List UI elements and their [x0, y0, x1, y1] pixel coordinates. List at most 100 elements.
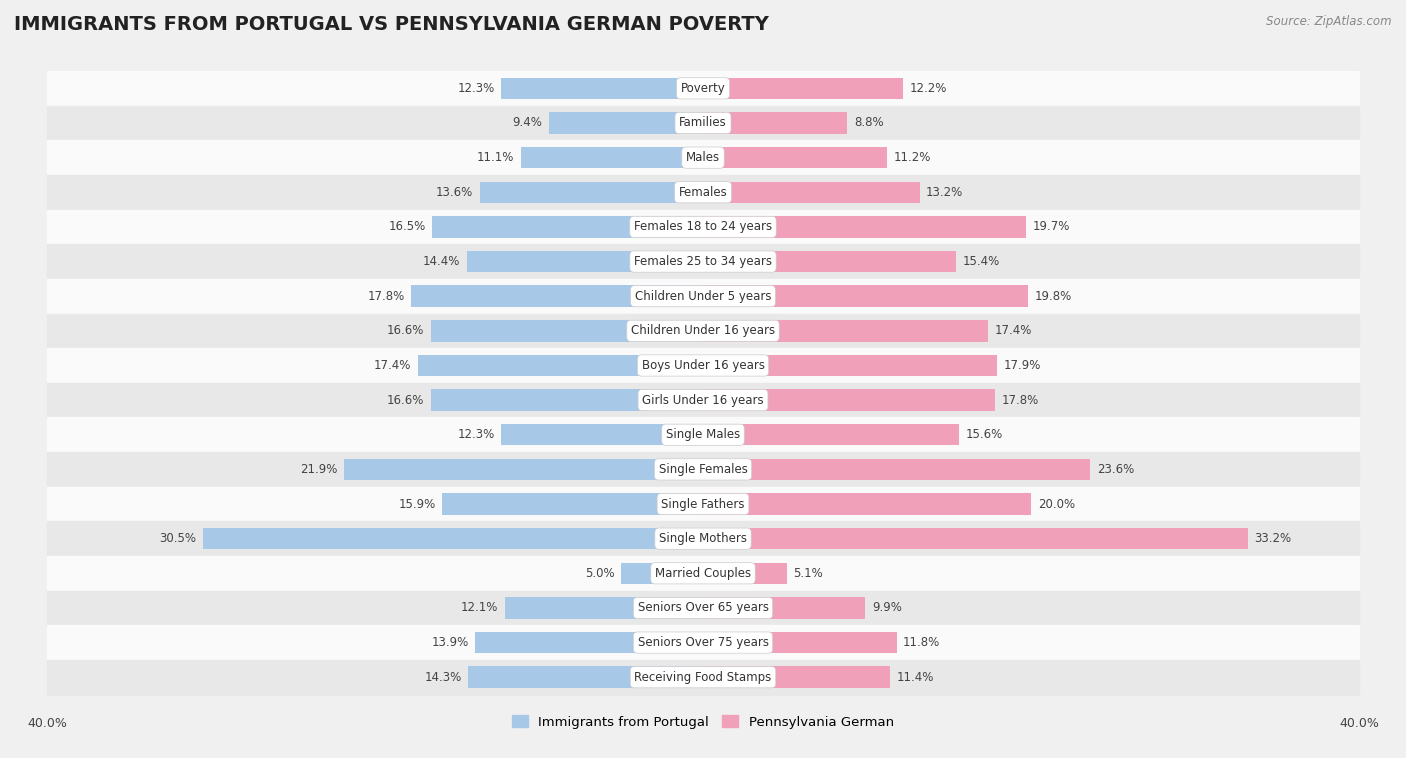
Text: 23.6%: 23.6% [1097, 463, 1133, 476]
Text: 9.9%: 9.9% [872, 601, 901, 615]
Text: 11.8%: 11.8% [903, 636, 941, 649]
Text: Single Females: Single Females [658, 463, 748, 476]
Text: 11.4%: 11.4% [897, 671, 934, 684]
Text: Females 25 to 34 years: Females 25 to 34 years [634, 255, 772, 268]
Text: 12.3%: 12.3% [457, 82, 495, 95]
Bar [703, 632, 897, 653]
Legend: Immigrants from Portugal, Pennsylvania German: Immigrants from Portugal, Pennsylvania G… [506, 709, 900, 734]
Bar [703, 493, 1031, 515]
Text: 15.6%: 15.6% [966, 428, 1002, 441]
Text: 12.2%: 12.2% [910, 82, 948, 95]
Text: Children Under 5 years: Children Under 5 years [634, 290, 772, 302]
Text: 17.8%: 17.8% [1001, 393, 1039, 406]
Bar [46, 487, 1360, 522]
Text: Families: Families [679, 117, 727, 130]
Bar [46, 522, 1360, 556]
Bar [46, 348, 1360, 383]
Bar [703, 459, 1090, 480]
Text: Males: Males [686, 151, 720, 164]
Bar [621, 562, 703, 584]
Text: Single Mothers: Single Mothers [659, 532, 747, 545]
Text: 5.1%: 5.1% [793, 567, 823, 580]
Bar [703, 528, 1247, 550]
Bar [502, 77, 703, 99]
Bar [703, 424, 959, 446]
Bar [703, 286, 1028, 307]
Text: Seniors Over 75 years: Seniors Over 75 years [637, 636, 769, 649]
Text: 12.3%: 12.3% [457, 428, 495, 441]
Text: 11.2%: 11.2% [893, 151, 931, 164]
Text: 17.8%: 17.8% [367, 290, 405, 302]
Bar [46, 244, 1360, 279]
Bar [46, 452, 1360, 487]
Text: 15.9%: 15.9% [398, 497, 436, 511]
Bar [46, 279, 1360, 314]
Text: Girls Under 16 years: Girls Under 16 years [643, 393, 763, 406]
Bar [703, 181, 920, 203]
Bar [468, 666, 703, 688]
Bar [520, 147, 703, 168]
Text: 13.6%: 13.6% [436, 186, 474, 199]
Text: 17.9%: 17.9% [1004, 359, 1040, 372]
Bar [502, 424, 703, 446]
Text: 13.9%: 13.9% [432, 636, 468, 649]
Text: Females 18 to 24 years: Females 18 to 24 years [634, 221, 772, 233]
Text: Females: Females [679, 186, 727, 199]
Text: 12.1%: 12.1% [461, 601, 498, 615]
Text: 21.9%: 21.9% [299, 463, 337, 476]
Bar [46, 660, 1360, 694]
Text: 20.0%: 20.0% [1038, 497, 1074, 511]
Text: 9.4%: 9.4% [512, 117, 543, 130]
Text: Single Fathers: Single Fathers [661, 497, 745, 511]
Text: 14.4%: 14.4% [423, 255, 460, 268]
Text: IMMIGRANTS FROM PORTUGAL VS PENNSYLVANIA GERMAN POVERTY: IMMIGRANTS FROM PORTUGAL VS PENNSYLVANIA… [14, 15, 769, 34]
Bar [411, 286, 703, 307]
Bar [433, 216, 703, 238]
Bar [703, 666, 890, 688]
Text: Poverty: Poverty [681, 82, 725, 95]
Bar [430, 320, 703, 342]
Text: 19.7%: 19.7% [1032, 221, 1070, 233]
Bar [703, 320, 988, 342]
Text: 17.4%: 17.4% [374, 359, 411, 372]
Bar [430, 390, 703, 411]
Bar [703, 251, 956, 272]
Bar [46, 418, 1360, 452]
Text: 19.8%: 19.8% [1035, 290, 1071, 302]
Text: Receiving Food Stamps: Receiving Food Stamps [634, 671, 772, 684]
Text: Boys Under 16 years: Boys Under 16 years [641, 359, 765, 372]
Bar [441, 493, 703, 515]
Text: Children Under 16 years: Children Under 16 years [631, 324, 775, 337]
Text: 15.4%: 15.4% [962, 255, 1000, 268]
Bar [703, 112, 848, 133]
Bar [202, 528, 703, 550]
Text: 8.8%: 8.8% [853, 117, 883, 130]
Text: 16.6%: 16.6% [387, 393, 425, 406]
Text: 33.2%: 33.2% [1254, 532, 1291, 545]
Bar [46, 556, 1360, 590]
Text: Married Couples: Married Couples [655, 567, 751, 580]
Text: 14.3%: 14.3% [425, 671, 461, 684]
Text: 16.5%: 16.5% [388, 221, 426, 233]
Bar [479, 181, 703, 203]
Bar [46, 210, 1360, 244]
Bar [703, 390, 995, 411]
Bar [46, 140, 1360, 175]
Text: Seniors Over 65 years: Seniors Over 65 years [637, 601, 769, 615]
Bar [46, 625, 1360, 660]
Bar [703, 562, 787, 584]
Bar [46, 175, 1360, 210]
Text: 5.0%: 5.0% [585, 567, 614, 580]
Bar [703, 147, 887, 168]
Bar [703, 216, 1026, 238]
Bar [46, 71, 1360, 105]
Bar [703, 597, 866, 619]
Text: Single Males: Single Males [666, 428, 740, 441]
Text: 11.1%: 11.1% [477, 151, 515, 164]
Text: 17.4%: 17.4% [995, 324, 1032, 337]
Bar [46, 105, 1360, 140]
Bar [475, 632, 703, 653]
Bar [467, 251, 703, 272]
Bar [46, 314, 1360, 348]
Bar [505, 597, 703, 619]
